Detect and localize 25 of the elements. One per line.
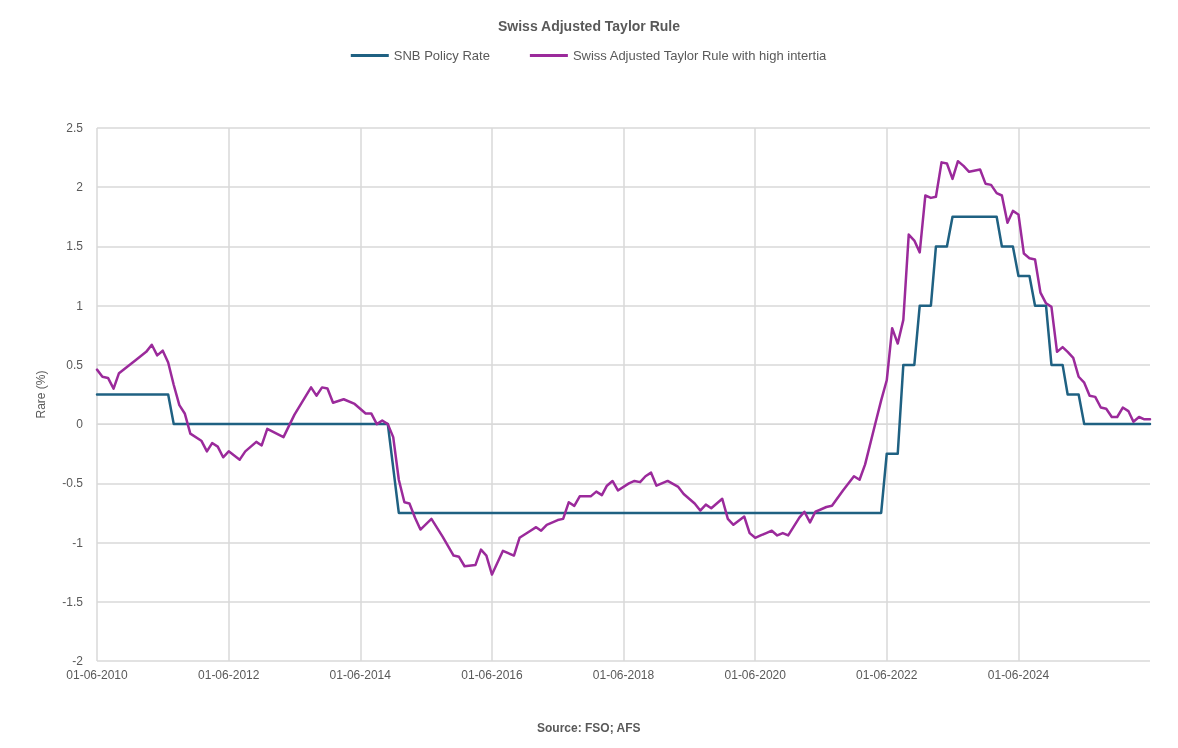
y-axis-title: Rare (%) xyxy=(34,370,48,419)
y-tick-label: -1 xyxy=(72,535,84,550)
y-tick-label: 0 xyxy=(76,417,84,432)
x-tick-label: 01-06-2024 xyxy=(987,668,1050,682)
x-tick-label: 01-06-2012 xyxy=(198,668,260,682)
y-tick-label: 2.5 xyxy=(66,121,84,135)
x-tick-label: 01-06-2016 xyxy=(461,668,523,682)
y-tick-label: 1 xyxy=(76,298,84,313)
y-tick-label: 1.5 xyxy=(66,239,84,254)
x-tick-label: 01-06-2020 xyxy=(724,668,787,682)
y-tick-label: 2 xyxy=(76,180,84,195)
legend-label: SNB Policy Rate xyxy=(393,48,490,63)
x-tick-label: 01-06-2014 xyxy=(329,668,392,682)
y-tick-label: -2 xyxy=(72,654,84,668)
legend-label: Swiss Adjusted Taylor Rule with high intertia xyxy=(572,48,828,63)
source-note: Source: FSO; AFS xyxy=(537,721,641,735)
y-tick-label: 0.5 xyxy=(66,357,84,372)
x-tick-label: 01-06-2018 xyxy=(592,668,655,682)
x-tick-label: 01-06-2022 xyxy=(856,668,918,682)
x-tick-label: 01-06-2010 xyxy=(66,668,129,682)
line-series xyxy=(95,159,1152,576)
y-tick-label: -0.5 xyxy=(62,476,84,491)
line-series xyxy=(95,215,1152,515)
chart-title: Swiss Adjusted Taylor Rule xyxy=(497,18,681,34)
y-tick-label: -1.5 xyxy=(62,594,84,609)
